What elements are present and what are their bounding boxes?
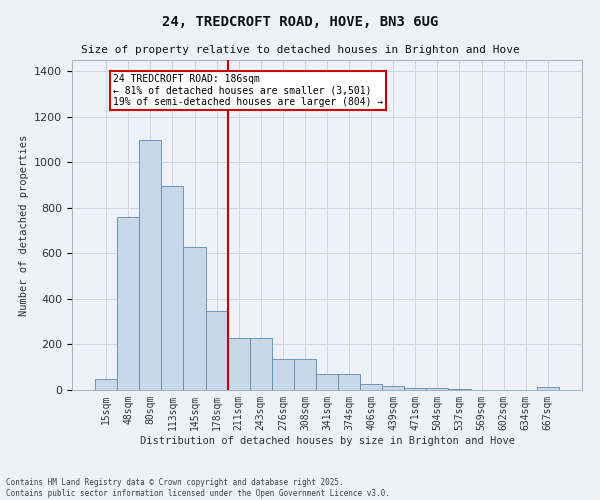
Y-axis label: Number of detached properties: Number of detached properties bbox=[19, 134, 29, 316]
Text: 24, TREDCROFT ROAD, HOVE, BN3 6UG: 24, TREDCROFT ROAD, HOVE, BN3 6UG bbox=[162, 15, 438, 29]
Bar bbox=[448, 389, 470, 390]
Bar bbox=[227, 338, 250, 390]
Bar bbox=[250, 338, 272, 390]
Bar bbox=[161, 186, 184, 390]
Bar bbox=[294, 360, 316, 390]
Text: Size of property relative to detached houses in Brighton and Hove: Size of property relative to detached ho… bbox=[80, 45, 520, 55]
Bar bbox=[338, 374, 360, 390]
Bar bbox=[360, 384, 382, 390]
Bar bbox=[316, 374, 338, 390]
Bar bbox=[272, 360, 294, 390]
X-axis label: Distribution of detached houses by size in Brighton and Hove: Distribution of detached houses by size … bbox=[139, 436, 515, 446]
Bar bbox=[117, 217, 139, 390]
Bar bbox=[206, 312, 227, 390]
Bar bbox=[537, 388, 559, 390]
Bar bbox=[404, 388, 427, 390]
Bar bbox=[139, 140, 161, 390]
Text: 24 TREDCROFT ROAD: 186sqm
← 81% of detached houses are smaller (3,501)
19% of se: 24 TREDCROFT ROAD: 186sqm ← 81% of detac… bbox=[113, 74, 383, 107]
Bar bbox=[427, 388, 448, 390]
Bar bbox=[382, 386, 404, 390]
Text: Contains HM Land Registry data © Crown copyright and database right 2025.
Contai: Contains HM Land Registry data © Crown c… bbox=[6, 478, 390, 498]
Bar bbox=[184, 246, 206, 390]
Bar bbox=[95, 378, 117, 390]
